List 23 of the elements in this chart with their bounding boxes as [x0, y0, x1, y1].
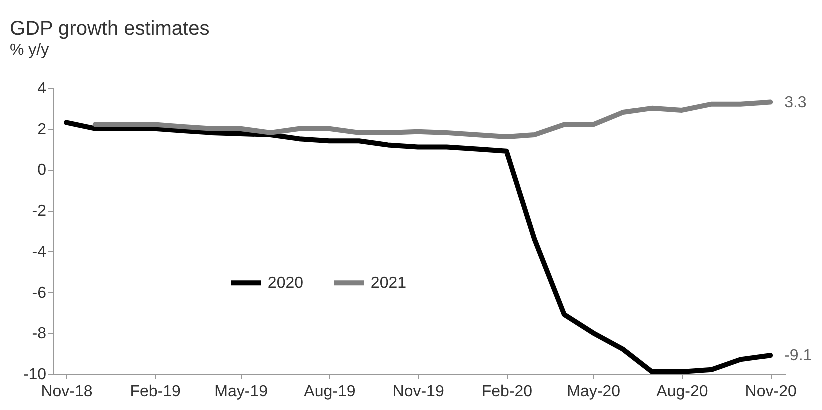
x-tick-label: Aug-19 — [304, 384, 356, 400]
annotation: -9.1 — [784, 348, 812, 365]
y-tick-label: 2 — [38, 121, 47, 138]
legend-label: 2021 — [370, 275, 407, 292]
y-tick-label: -4 — [32, 244, 47, 261]
chart-title: GDP growth estimates — [10, 18, 210, 40]
annotation: 3.3 — [784, 94, 807, 112]
x-tick-label: Nov-18 — [41, 384, 93, 400]
y-tick-label: -6 — [32, 284, 47, 302]
y-tick-label: 4 — [38, 80, 47, 98]
legend-label: 2020 — [268, 275, 304, 292]
x-tick-label: May-20 — [567, 384, 621, 400]
x-tick-label: Nov-20 — [745, 384, 797, 400]
x-tick-label: Feb-20 — [482, 384, 533, 400]
x-tick-label: May-19 — [214, 384, 268, 400]
y-tick-label: -2 — [32, 203, 47, 220]
x-tick-label: Nov-19 — [392, 384, 444, 400]
y-tick-label: -10 — [23, 366, 47, 384]
y-tick-label: 0 — [38, 162, 47, 180]
chart-subtitle: % y/y — [10, 42, 50, 59]
x-tick-label: Feb-19 — [130, 384, 182, 400]
y-tick-label: -8 — [32, 326, 47, 343]
x-tick-label: Aug-20 — [656, 384, 708, 400]
